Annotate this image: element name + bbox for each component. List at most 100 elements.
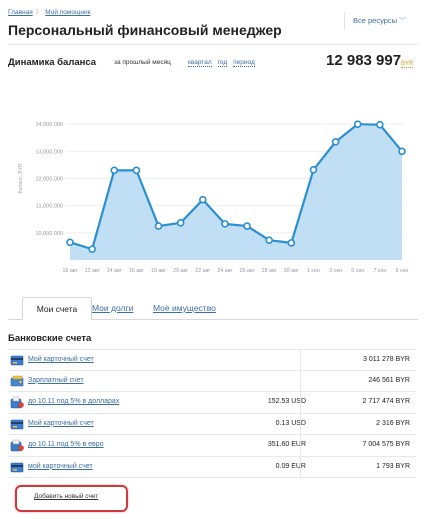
x-tick-label: 26 авг xyxy=(240,268,255,274)
data-point[interactable] xyxy=(398,147,406,156)
deposit-icon xyxy=(10,396,24,409)
breadcrumb-home-link[interactable]: Главная xyxy=(8,9,33,16)
data-point[interactable] xyxy=(309,166,318,174)
deposit-icon xyxy=(10,439,24,452)
x-tick-label: 16 авг xyxy=(62,268,77,274)
period-option-custom[interactable]: период xyxy=(233,59,255,67)
x-tick-label: 12 авг xyxy=(85,268,100,274)
account-name-link[interactable]: Мой карточный счет xyxy=(28,356,94,363)
account-row: Зарплатный счет 246 561 BYR xyxy=(8,370,416,392)
breadcrumb-assistant-link[interactable]: Мой помощник xyxy=(45,9,91,16)
x-tick-label: 28 авг xyxy=(262,268,277,274)
wallet-icon xyxy=(10,375,24,388)
period-option-year[interactable]: год xyxy=(217,59,228,67)
y-tick-label: 14,000,000 xyxy=(35,122,63,128)
account-byr-amount: 2 316 BYR xyxy=(376,419,410,427)
series-line xyxy=(69,123,403,251)
account-name-link[interactable]: Мой карточный счет xyxy=(28,419,94,427)
breadcrumb: Главная 〉 Мой помощник xyxy=(8,6,90,16)
title-divider xyxy=(8,44,418,45)
x-tick-label: 16 авг xyxy=(129,268,144,274)
column-divider xyxy=(300,413,301,435)
account-original-amount: 152.53 USD xyxy=(267,398,306,405)
x-tick-label: 5 сен xyxy=(351,268,364,274)
x-tick-label: 22 авг xyxy=(195,268,210,274)
y-tick-label: 13,000,000 xyxy=(35,149,63,155)
add-account-highlight xyxy=(15,485,128,512)
data-point[interactable] xyxy=(243,222,251,230)
account-byr-amount: 3 011 278 BYR xyxy=(363,356,410,363)
data-point[interactable] xyxy=(353,120,362,128)
data-point[interactable] xyxy=(176,218,185,227)
account-row: мой карточный счет 0.09 EUR 1 793 BYR xyxy=(8,456,416,478)
account-row: до 10.11 под 5% в долларах 152.53 USD 2 71… xyxy=(8,392,416,414)
balance-chart: 10,000,000 11,000,000 12,000,000 13,000,000… xyxy=(18,120,409,274)
balance-currency-link[interactable]: BYR xyxy=(401,61,414,68)
all-resources-dropdown[interactable]: Все ресурсы ﹀ xyxy=(344,12,418,30)
y-axis-label: Баланс, BYR xyxy=(18,163,24,193)
column-divider xyxy=(300,392,301,413)
card-icon xyxy=(10,461,24,474)
series-area xyxy=(70,124,402,260)
account-row: до 10.11 под 5% в евро 351.60 EUR 7 004 57… xyxy=(8,435,416,457)
account-row: Мой карточный счет 0.13 USD 2 316 BYR xyxy=(8,413,416,435)
x-tick-label: 14 авг xyxy=(107,268,122,274)
all-resources-label: Все ресурсы xyxy=(353,16,398,25)
data-point[interactable] xyxy=(110,166,119,175)
x-tick-label: 7 сен xyxy=(373,268,386,274)
card-icon xyxy=(10,418,24,431)
x-tick-label: 24 авг xyxy=(217,268,232,274)
balance-title: Динамика баланса xyxy=(8,57,97,68)
balance-value: 12 983 997 xyxy=(326,52,402,69)
add-account-link[interactable]: Добавить новый счет xyxy=(34,493,99,500)
chevron-down-icon: ﹀ xyxy=(399,18,407,25)
accounts-list: Мой карточный счет 3 011 278 BYR Зарплатны… xyxy=(8,349,416,478)
data-point[interactable] xyxy=(154,222,163,230)
data-point[interactable] xyxy=(132,166,141,175)
data-point[interactable] xyxy=(331,138,340,146)
y-tick-label: 10,000,000 xyxy=(35,231,63,237)
column-divider xyxy=(300,456,301,478)
x-tick-label: 1 сен xyxy=(307,268,320,274)
y-tick-label: 12,000,000 xyxy=(35,177,63,183)
data-point[interactable] xyxy=(221,220,229,228)
account-name-link[interactable]: Зарплатный счет xyxy=(28,376,84,384)
breadcrumb-separator: 〉 xyxy=(35,9,43,16)
period-options: квартал год период xyxy=(188,59,261,67)
data-point[interactable] xyxy=(88,245,96,253)
tab-my-accounts[interactable]: Мои счета xyxy=(22,297,92,320)
x-tick-label: 3 сен xyxy=(329,268,342,274)
account-original-amount: 0.09 EUR xyxy=(275,462,306,470)
account-name-link[interactable]: до 10.11 под 5% в евро xyxy=(28,441,104,448)
column-divider xyxy=(300,435,301,456)
period-selected-label: за прошлый месяц xyxy=(114,59,171,66)
account-original-amount: 351.60 EUR xyxy=(267,441,306,448)
x-tick-label: 18 авг xyxy=(151,268,166,274)
tab-my-property[interactable]: Моё имущество xyxy=(153,303,216,313)
account-byr-amount: 1 793 BYR xyxy=(376,462,410,470)
data-point[interactable] xyxy=(265,236,274,244)
data-point[interactable] xyxy=(287,239,296,247)
card-icon xyxy=(10,354,24,367)
account-byr-amount: 7 004 575 BYR xyxy=(362,441,410,448)
x-tick-label: 30 авг xyxy=(284,268,299,274)
account-name-link[interactable]: мой карточный счет xyxy=(28,462,93,470)
y-tick-label: 11,000,000 xyxy=(36,204,63,210)
x-tick-label: 20 авг xyxy=(173,268,188,274)
account-name-link[interactable]: до 10.11 под 5% в долларах xyxy=(28,398,120,405)
period-option-quarter[interactable]: квартал xyxy=(188,59,212,67)
page-title: Персональный финансовый менеджер xyxy=(8,22,282,38)
account-byr-amount: 2 717 474 BYR xyxy=(362,398,410,405)
data-point[interactable] xyxy=(199,195,207,204)
account-original-amount: 0.13 USD xyxy=(275,419,306,427)
data-point[interactable] xyxy=(66,238,74,247)
bank-accounts-title: Банковские счета xyxy=(8,333,92,344)
tab-my-debts[interactable]: Мои долги xyxy=(92,303,134,313)
data-point[interactable] xyxy=(376,120,384,129)
column-divider xyxy=(300,350,301,371)
tab-bar: Мои счета Мои долги Моё имущество xyxy=(8,294,418,320)
account-row: Мой карточный счет 3 011 278 BYR xyxy=(8,349,416,371)
x-tick-label: 9 сен xyxy=(396,268,409,274)
column-divider xyxy=(300,370,301,392)
